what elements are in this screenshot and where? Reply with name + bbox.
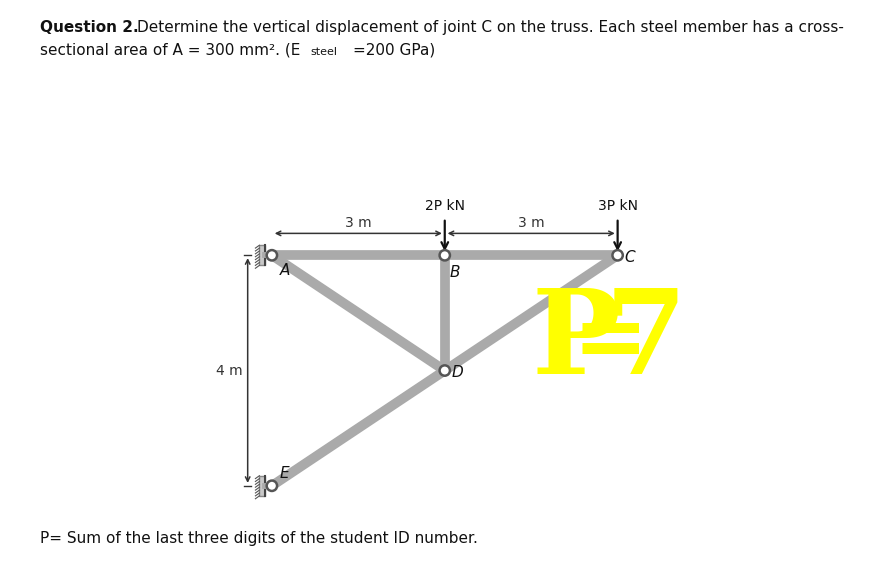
Text: C: C [624,249,635,264]
Text: =200 GPa): =200 GPa) [353,43,435,58]
Circle shape [267,250,277,260]
Text: Question 2.: Question 2. [40,20,139,35]
Text: B: B [449,265,460,280]
Text: D: D [452,365,464,380]
Text: sectional area of A = 300 mm². (E: sectional area of A = 300 mm². (E [40,43,300,58]
Text: P: P [532,284,620,399]
Circle shape [613,250,623,260]
Text: 3P kN: 3P kN [598,199,638,213]
Circle shape [440,366,450,376]
Text: 3 m: 3 m [517,216,545,230]
Text: steel: steel [311,47,338,57]
Bar [260,476,265,496]
Circle shape [440,250,450,260]
Text: 2P kN: 2P kN [425,199,464,213]
Bar [260,245,265,265]
Text: 7: 7 [605,284,687,399]
Text: P= Sum of the last three digits of the student ID number.: P= Sum of the last three digits of the s… [40,531,478,546]
Text: 3 m: 3 m [345,216,372,230]
Text: E: E [280,466,290,481]
Text: 4 m: 4 m [216,364,243,378]
Text: =: = [573,297,648,386]
Circle shape [267,480,277,491]
Text: A: A [280,263,291,278]
Text: Determine the vertical displacement of joint C on the truss. Each steel member h: Determine the vertical displacement of j… [137,20,844,35]
